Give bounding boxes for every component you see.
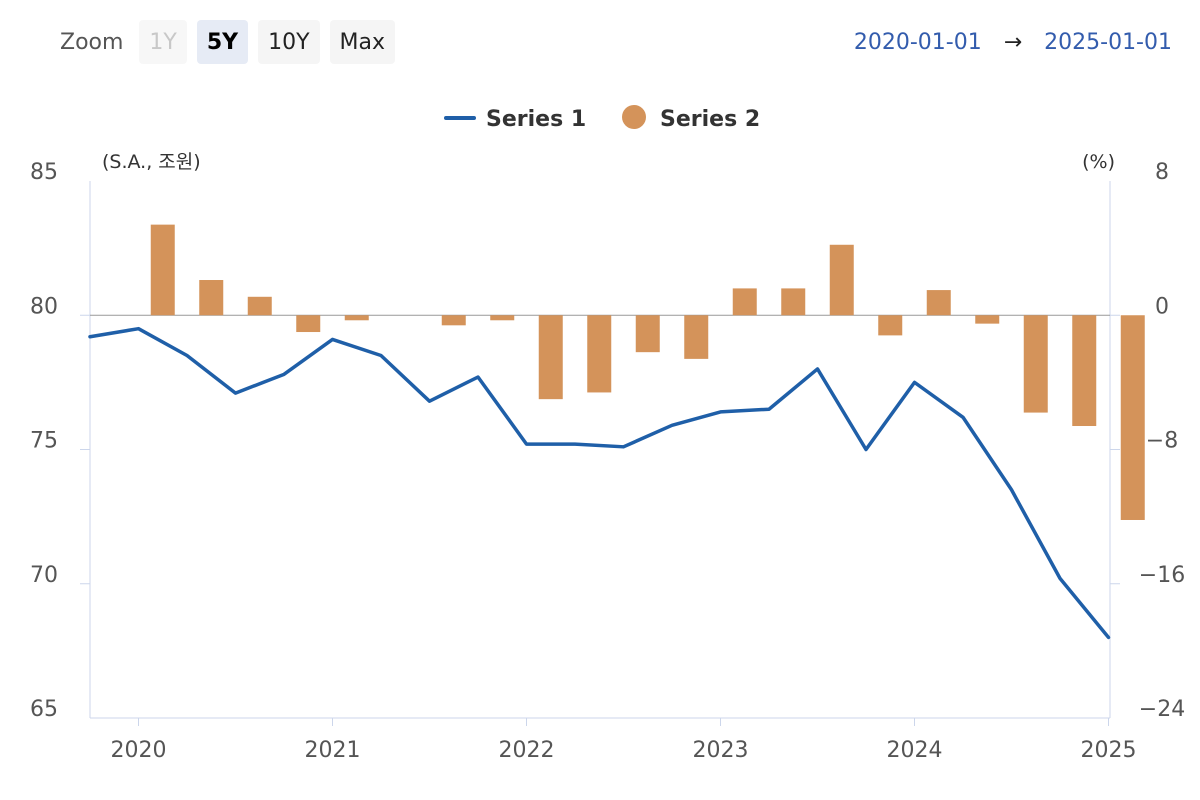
right-tick-label: 0 [1155, 294, 1169, 319]
x-tick-label: 2021 [305, 738, 361, 763]
x-tick-label: 2023 [693, 738, 749, 763]
range-arrow-icon: → [1003, 29, 1023, 55]
zoom-5y-button[interactable]: 5Y [196, 20, 249, 64]
series-2-bar [247, 296, 272, 316]
series-2-bar [538, 315, 563, 400]
series-2-bar [975, 315, 1000, 324]
series-2-bar [926, 290, 951, 316]
series-2-bar [732, 288, 757, 316]
legend-series-2-label: Series 2 [660, 107, 760, 132]
series-2-bar [441, 315, 466, 326]
legend-series-1-label: Series 1 [486, 107, 586, 132]
series-2-bar [490, 315, 515, 321]
zoom-label: Zoom [60, 29, 124, 55]
left-tick-label: 85 [30, 160, 58, 185]
range-from-input[interactable]: 2020-01-01 [853, 29, 982, 55]
zoom-1y-button[interactable]: 1Y [139, 20, 187, 64]
right-tick-label: −16 [1139, 563, 1185, 588]
right-tick-label: −8 [1146, 429, 1178, 454]
series-2-bar [684, 315, 709, 359]
x-tick-label: 2025 [1081, 738, 1137, 763]
series-2-bar [1023, 315, 1048, 413]
right-tick-label: −24 [1139, 697, 1185, 722]
series-2-bar [829, 244, 854, 316]
x-tick-label: 2024 [887, 738, 943, 763]
right-axis-title: (%) [1082, 151, 1115, 173]
series-2-bar [1120, 315, 1145, 520]
series-2-bar [150, 224, 175, 316]
series-2-bar [635, 315, 660, 353]
series-2-bar [296, 315, 321, 333]
zoom-10y-button[interactable]: 10Y [258, 20, 320, 64]
left-tick-label: 75 [30, 429, 58, 454]
left-tick-label: 65 [30, 697, 58, 722]
zoom-max-button[interactable]: Max [329, 20, 396, 64]
legend-series-2-swatch [622, 105, 646, 129]
left-axis-title: (S.A., 조원) [102, 151, 201, 173]
series-2-bar [1072, 315, 1097, 427]
x-tick-label: 2022 [499, 738, 555, 763]
left-tick-label: 70 [30, 563, 58, 588]
left-tick-label: 80 [30, 294, 58, 319]
x-tick-label: 2020 [111, 738, 167, 763]
series-2-bar [781, 288, 806, 316]
series-2-bar [878, 315, 903, 336]
range-to-input[interactable]: 2025-01-01 [1044, 29, 1172, 55]
zoom-bar: Zoom 1Y 5Y 10Y Max [60, 20, 396, 64]
series-2-bar [199, 280, 224, 316]
right-tick-label: 8 [1155, 160, 1169, 185]
series-2-bar [344, 315, 369, 321]
series-2-bar [587, 315, 612, 393]
series-1-line [88, 326, 1111, 640]
date-range: 2020-01-01 → 2025-01-01 [854, 24, 1172, 60]
